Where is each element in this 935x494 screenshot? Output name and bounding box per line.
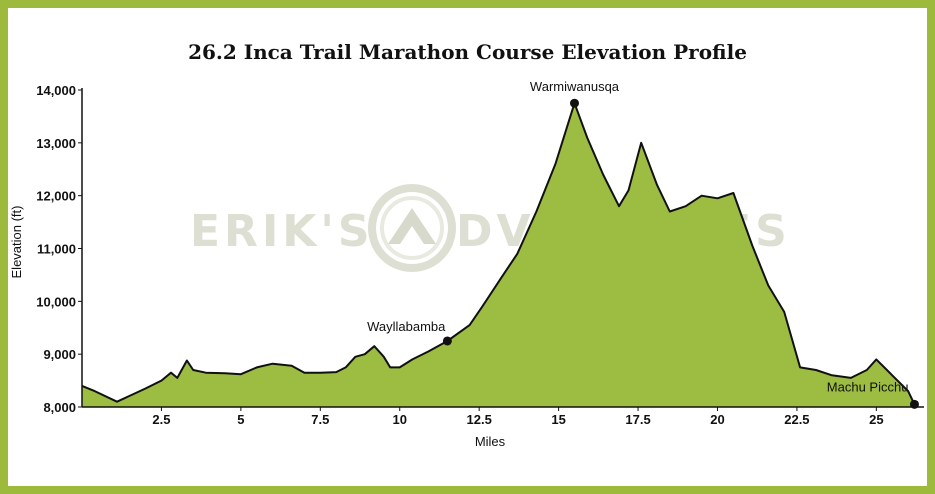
chart-title: 26.2 Inca Trail Marathon Course Elevatio… [188, 40, 747, 64]
x-axis-title: Miles [475, 434, 506, 449]
y-tick-label: 11,000 [37, 242, 76, 257]
y-tick-label: 9,000 [43, 347, 76, 362]
elevation-area-layer [81, 102, 916, 407]
annotation-label: Warmiwanusqa [530, 79, 620, 94]
x-tick-label: 10 [393, 412, 407, 427]
y-tick-label: 8,000 [43, 400, 76, 415]
x-tick-label: 17.5 [625, 412, 650, 427]
x-tick-label: 5 [237, 412, 244, 427]
ticks-layer: 2.5 5 7.5 10 12.5 15 17.5 20 22.5 25 8,000 9,000 10,… [36, 83, 883, 427]
annotation-marker [569, 98, 579, 108]
annotation-marker [909, 399, 919, 409]
annotations-layer: Wayllabamba Warmiwanusqa Machu Picchu [367, 79, 919, 409]
watermark-logo-icon [368, 184, 456, 272]
y-tick-label: 14,000 [36, 83, 76, 98]
y-axis-title: Elevation (ft) [9, 206, 24, 279]
y-tick-label: 12,000 [36, 189, 76, 204]
x-tick-label: 2.5 [152, 412, 170, 427]
x-tick-label: 20 [710, 412, 724, 427]
annotation-label: Wayllabamba [367, 319, 446, 334]
annotation-label: Machu Picchu [827, 379, 909, 394]
y-tick-label: 10,000 [36, 294, 76, 309]
x-tick-label: 25 [869, 412, 883, 427]
y-tick-label: 13,000 [36, 136, 76, 151]
elevation-area [82, 103, 915, 407]
watermark-left-text: ERIK'S [190, 206, 374, 257]
x-tick-label: 7.5 [311, 412, 329, 427]
x-tick-label: 12.5 [467, 412, 492, 427]
x-tick-label: 15 [551, 412, 565, 427]
annotation-marker [442, 336, 452, 346]
x-tick-label: 22.5 [784, 412, 809, 427]
elevation-line [81, 102, 916, 405]
